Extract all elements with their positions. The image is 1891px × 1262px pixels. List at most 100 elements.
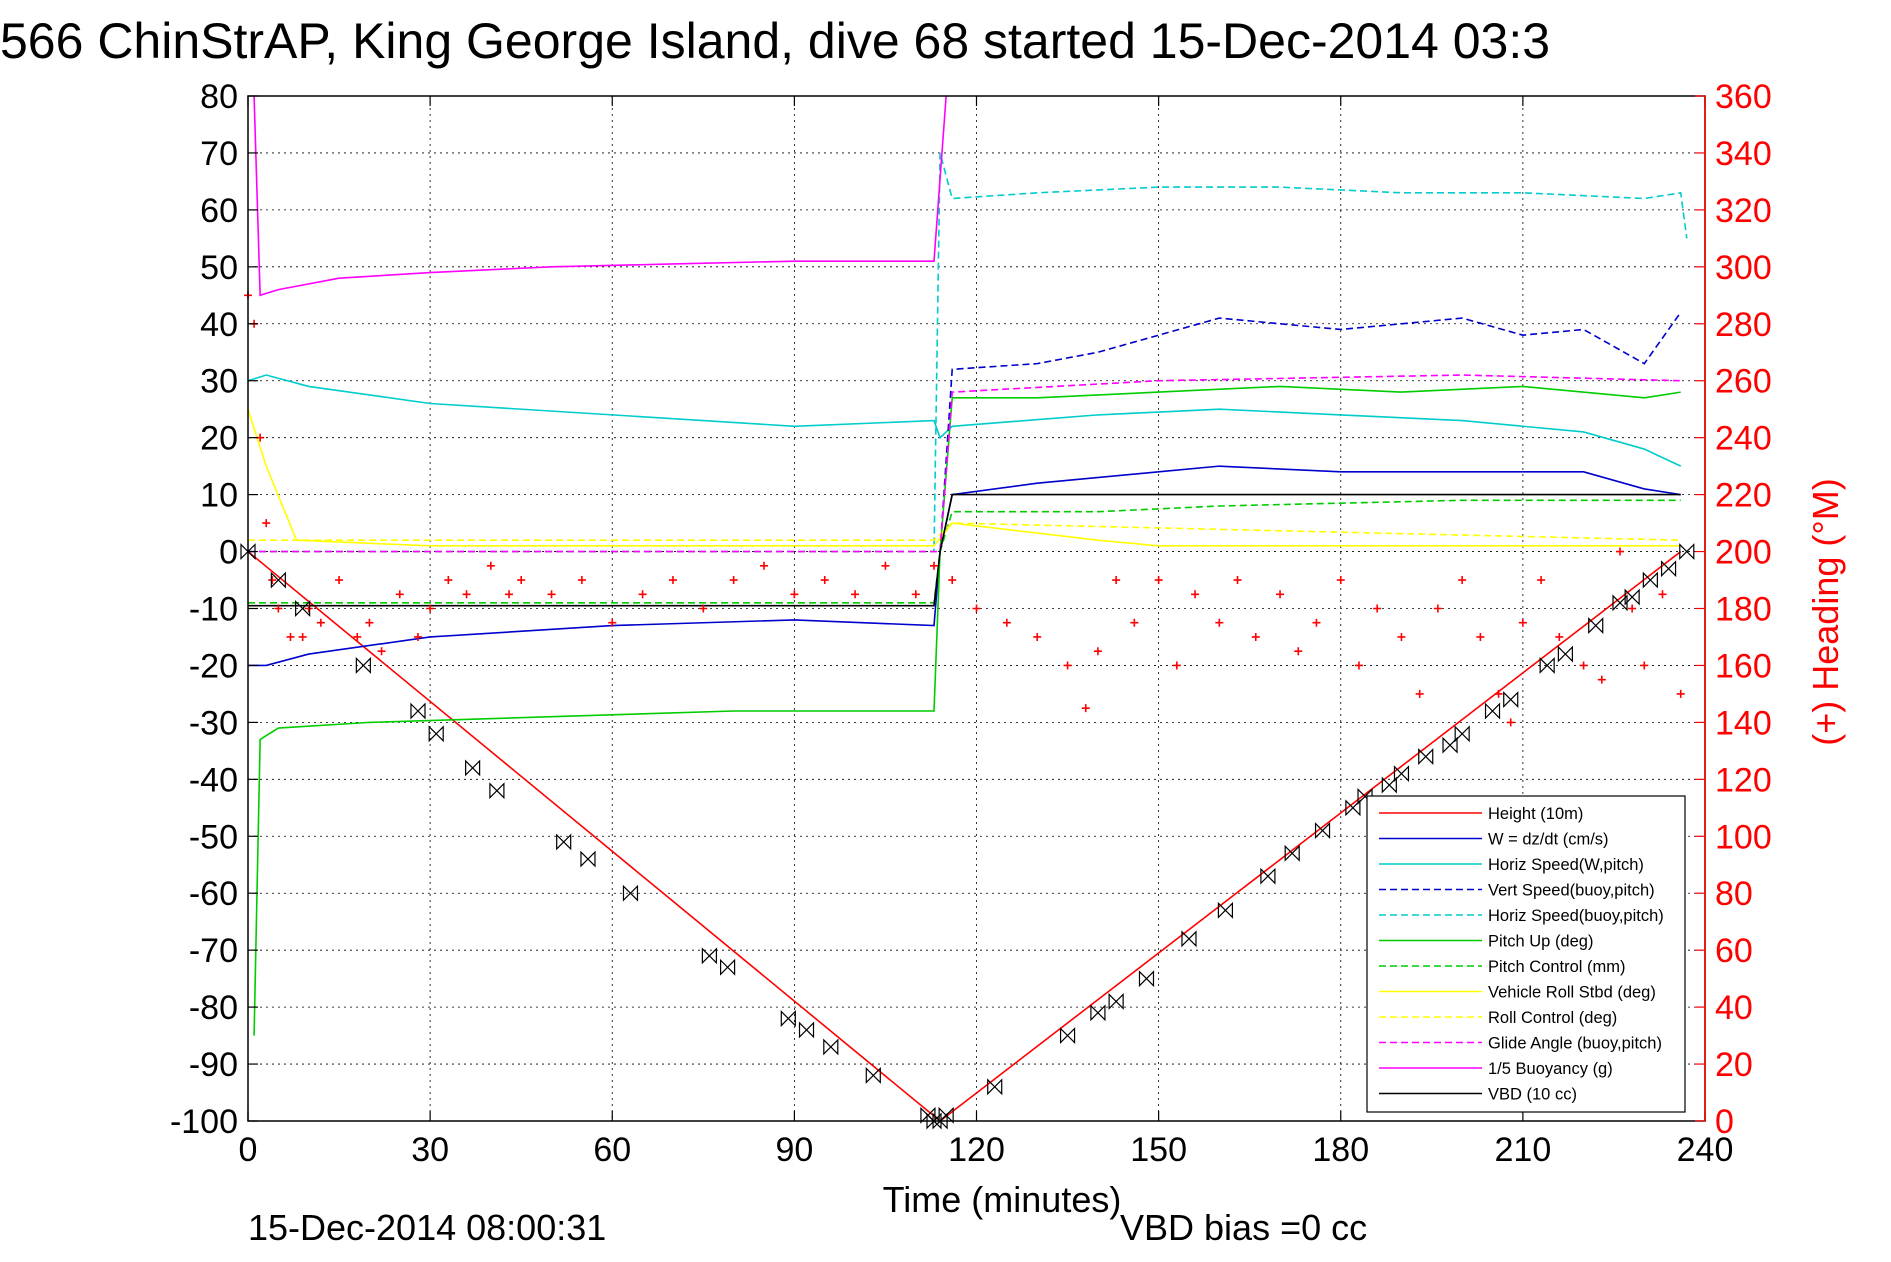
glider-marker [556,833,572,851]
y-right-tick-label: 320 [1715,192,1772,230]
glider-marker [865,1066,881,1084]
y-tick-label: 10 [200,477,238,515]
chart-title: 566 ChinStrAP, King George Island, dive … [0,13,1550,69]
heading-point [395,590,404,599]
glider-marker [580,850,596,868]
glider-marker [1181,930,1197,948]
glider-marker [270,571,286,589]
glider-marker [719,958,736,976]
series-line-7 [247,408,1681,547]
heading-point [365,618,374,627]
glider-marker [428,725,444,743]
heading-point [1354,661,1363,670]
glider-marker [1660,560,1677,578]
heading-point [335,576,344,585]
legend-label-11: VBD (10 cc) [1488,1086,1577,1104]
plot-area [240,95,1695,1130]
y-tick-label: -40 [189,761,238,799]
heading-point [262,519,271,528]
heading-point [1130,618,1139,627]
legend-label-8: Roll Control (deg) [1488,1009,1617,1027]
heading-point [1518,618,1527,627]
heading-point [1433,604,1442,613]
glider-marker [1557,645,1573,663]
series-line-11 [248,493,1681,607]
heading-point [1063,661,1072,670]
y-right-tick-label: 180 [1715,591,1772,629]
glider-marker [1284,844,1300,862]
x-tick-label: 90 [775,1131,813,1169]
y-right-tick-label: 0 [1715,1103,1734,1141]
legend-label-3: Vert Speed(buoy,pitch) [1488,882,1655,900]
heading-point [286,632,295,641]
heading-point [274,604,283,613]
legend-label-5: Pitch Up (deg) [1488,933,1593,951]
footer-date: 15-Dec-2014 08:00:31 [248,1207,606,1248]
glider-marker [701,947,717,965]
legend-label-10: 1/5 Buoyancy (g) [1488,1060,1613,1078]
y-tick-label: -60 [189,875,238,913]
heading-point [1597,675,1606,684]
glider-marker [938,1106,954,1124]
glider-marker [1138,970,1155,988]
heading-point [1112,576,1121,585]
heading-point [1373,604,1382,613]
heading-point [699,604,708,613]
y-tick-label: 70 [200,135,238,173]
series-line-5 [253,385,1681,1036]
glider-marker [1393,765,1410,783]
heading-point [316,618,325,627]
y-tick-label: 50 [200,249,238,287]
y-right-tick-label: 160 [1715,647,1772,685]
heading-point [851,590,860,599]
x-axis-ticks: 0 30 60 90 120 150 180 210 240 [239,96,1733,1169]
heading-point [1093,647,1102,656]
heading-point [881,561,890,570]
glider-marker [295,600,311,617]
heading-point [577,576,586,585]
footer-vbd-bias: VBD bias =0 cc [1120,1207,1367,1248]
heading-point [1336,576,1345,585]
series-line-4 [248,152,1688,553]
y-tick-label: -10 [189,591,238,629]
y-right-tick-label: 340 [1715,135,1772,173]
heading-point [1081,704,1090,713]
glider-marker [1090,1004,1106,1022]
heading-point [1312,618,1321,627]
series-line-9 [248,374,1681,553]
glider-marker [1418,748,1434,766]
y-tick-label: -30 [189,704,238,742]
y-right-tick-label: 60 [1715,932,1753,970]
heading-point [1276,590,1285,599]
glider-marker [1217,901,1233,919]
y-axis-ticks: 80 70 60 50 40 30 20 10 0 -10 -20 -30 -40 -50 -60 -70 -8… [170,78,258,1141]
y-right-tick-label: 140 [1715,704,1772,742]
x-tick-label: 210 [1495,1131,1552,1169]
heading-point [1506,718,1515,727]
heading-point [1397,632,1406,641]
glider-marker [1108,992,1124,1010]
heading-point [1676,689,1685,698]
legend-label-9: Glide Angle (buoy,pitch) [1488,1035,1662,1053]
legend-box [1366,795,1686,1113]
y-right-tick-label: 100 [1715,818,1772,856]
glider-marker [1454,725,1470,743]
y-tick-label: -80 [189,989,238,1027]
heading-point [353,632,362,641]
glider-marker [1539,656,1555,674]
y-right-tick-label: 120 [1715,761,1772,799]
x-tick-label: 0 [239,1131,258,1169]
heading-point [505,590,514,599]
heading-point [1002,618,1011,627]
heading-point [1191,590,1200,599]
heading-point [1294,647,1303,656]
heading-point [1172,661,1181,670]
heading-point [304,604,313,613]
heading-point [1458,576,1467,585]
y-right-axis-label: (+) Heading (°M) [1805,478,1846,745]
y-tick-label: 80 [200,78,238,116]
heading-point [911,590,920,599]
glider-marker [1588,617,1604,635]
heading-point [948,576,957,585]
